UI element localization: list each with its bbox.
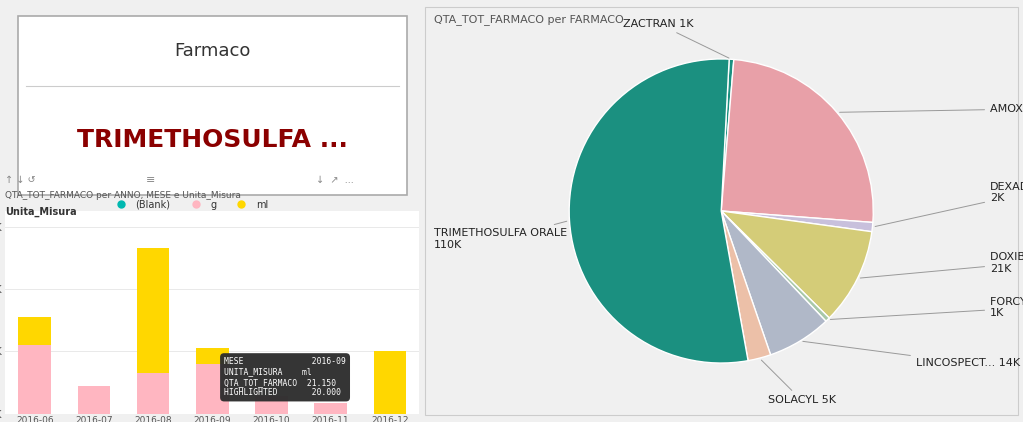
Text: (Blank): (Blank): [136, 200, 171, 210]
Text: QTA_TOT_FARMACO per ANNO, MESE e Unita_Misura: QTA_TOT_FARMACO per ANNO, MESE e Unita_M…: [5, 191, 241, 200]
Wedge shape: [721, 211, 830, 321]
Wedge shape: [721, 60, 874, 222]
Text: MESE              2016-09
UNITA_MISURA    ml
QTA_TOT_FARMACO  21.150
HIGHLIGHTED: MESE 2016-09 UNITA_MISURA ml QTA_TOT_FAR…: [224, 357, 346, 398]
Text: ↓  ↗  ...: ↓ ↗ ...: [316, 175, 354, 184]
Text: DEXADRESON
2K: DEXADRESON 2K: [875, 181, 1023, 227]
Text: TRIMETHOSULFA ORALE
110K: TRIMETHOSULFA ORALE 110K: [434, 221, 567, 249]
Text: FORCYL SWINE
1K: FORCYL SWINE 1K: [831, 297, 1023, 319]
Wedge shape: [721, 211, 873, 232]
Bar: [196, 348, 228, 364]
Bar: [78, 386, 110, 414]
Text: SOLACYL 5K: SOLACYL 5K: [761, 360, 836, 405]
Text: LINCOSPECT... 14K: LINCOSPECT... 14K: [803, 341, 1020, 368]
Bar: [196, 364, 228, 414]
Text: Unita_Misura: Unita_Misura: [5, 207, 77, 217]
Bar: [255, 396, 287, 414]
Text: ↑ ↓ ↺: ↑ ↓ ↺: [5, 175, 36, 184]
Text: Farmaco: Farmaco: [174, 42, 251, 60]
Bar: [137, 249, 170, 373]
Text: g: g: [210, 200, 216, 210]
Wedge shape: [721, 211, 770, 361]
Text: ml: ml: [256, 200, 268, 210]
Text: AMOXID 51K: AMOXID 51K: [840, 104, 1023, 114]
Text: QTA_TOT_FARMACO per FARMACO: QTA_TOT_FARMACO per FARMACO: [434, 14, 624, 25]
Text: DOXIBON 50
21K: DOXIBON 50 21K: [860, 252, 1023, 278]
Wedge shape: [721, 211, 826, 355]
Bar: [314, 403, 347, 414]
Wedge shape: [721, 211, 872, 318]
Text: ≡: ≡: [145, 175, 154, 184]
Wedge shape: [721, 59, 733, 211]
Bar: [18, 345, 51, 414]
Text: TRIMETHOSULFA ...: TRIMETHOSULFA ...: [77, 128, 348, 152]
Bar: [373, 351, 406, 414]
Wedge shape: [569, 59, 748, 363]
FancyBboxPatch shape: [17, 16, 407, 195]
Text: ZACTRAN 1K: ZACTRAN 1K: [623, 19, 729, 58]
Bar: [137, 373, 170, 414]
Bar: [18, 317, 51, 345]
